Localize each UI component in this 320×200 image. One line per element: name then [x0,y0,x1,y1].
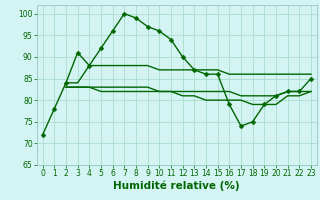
X-axis label: Humidité relative (%): Humidité relative (%) [114,181,240,191]
